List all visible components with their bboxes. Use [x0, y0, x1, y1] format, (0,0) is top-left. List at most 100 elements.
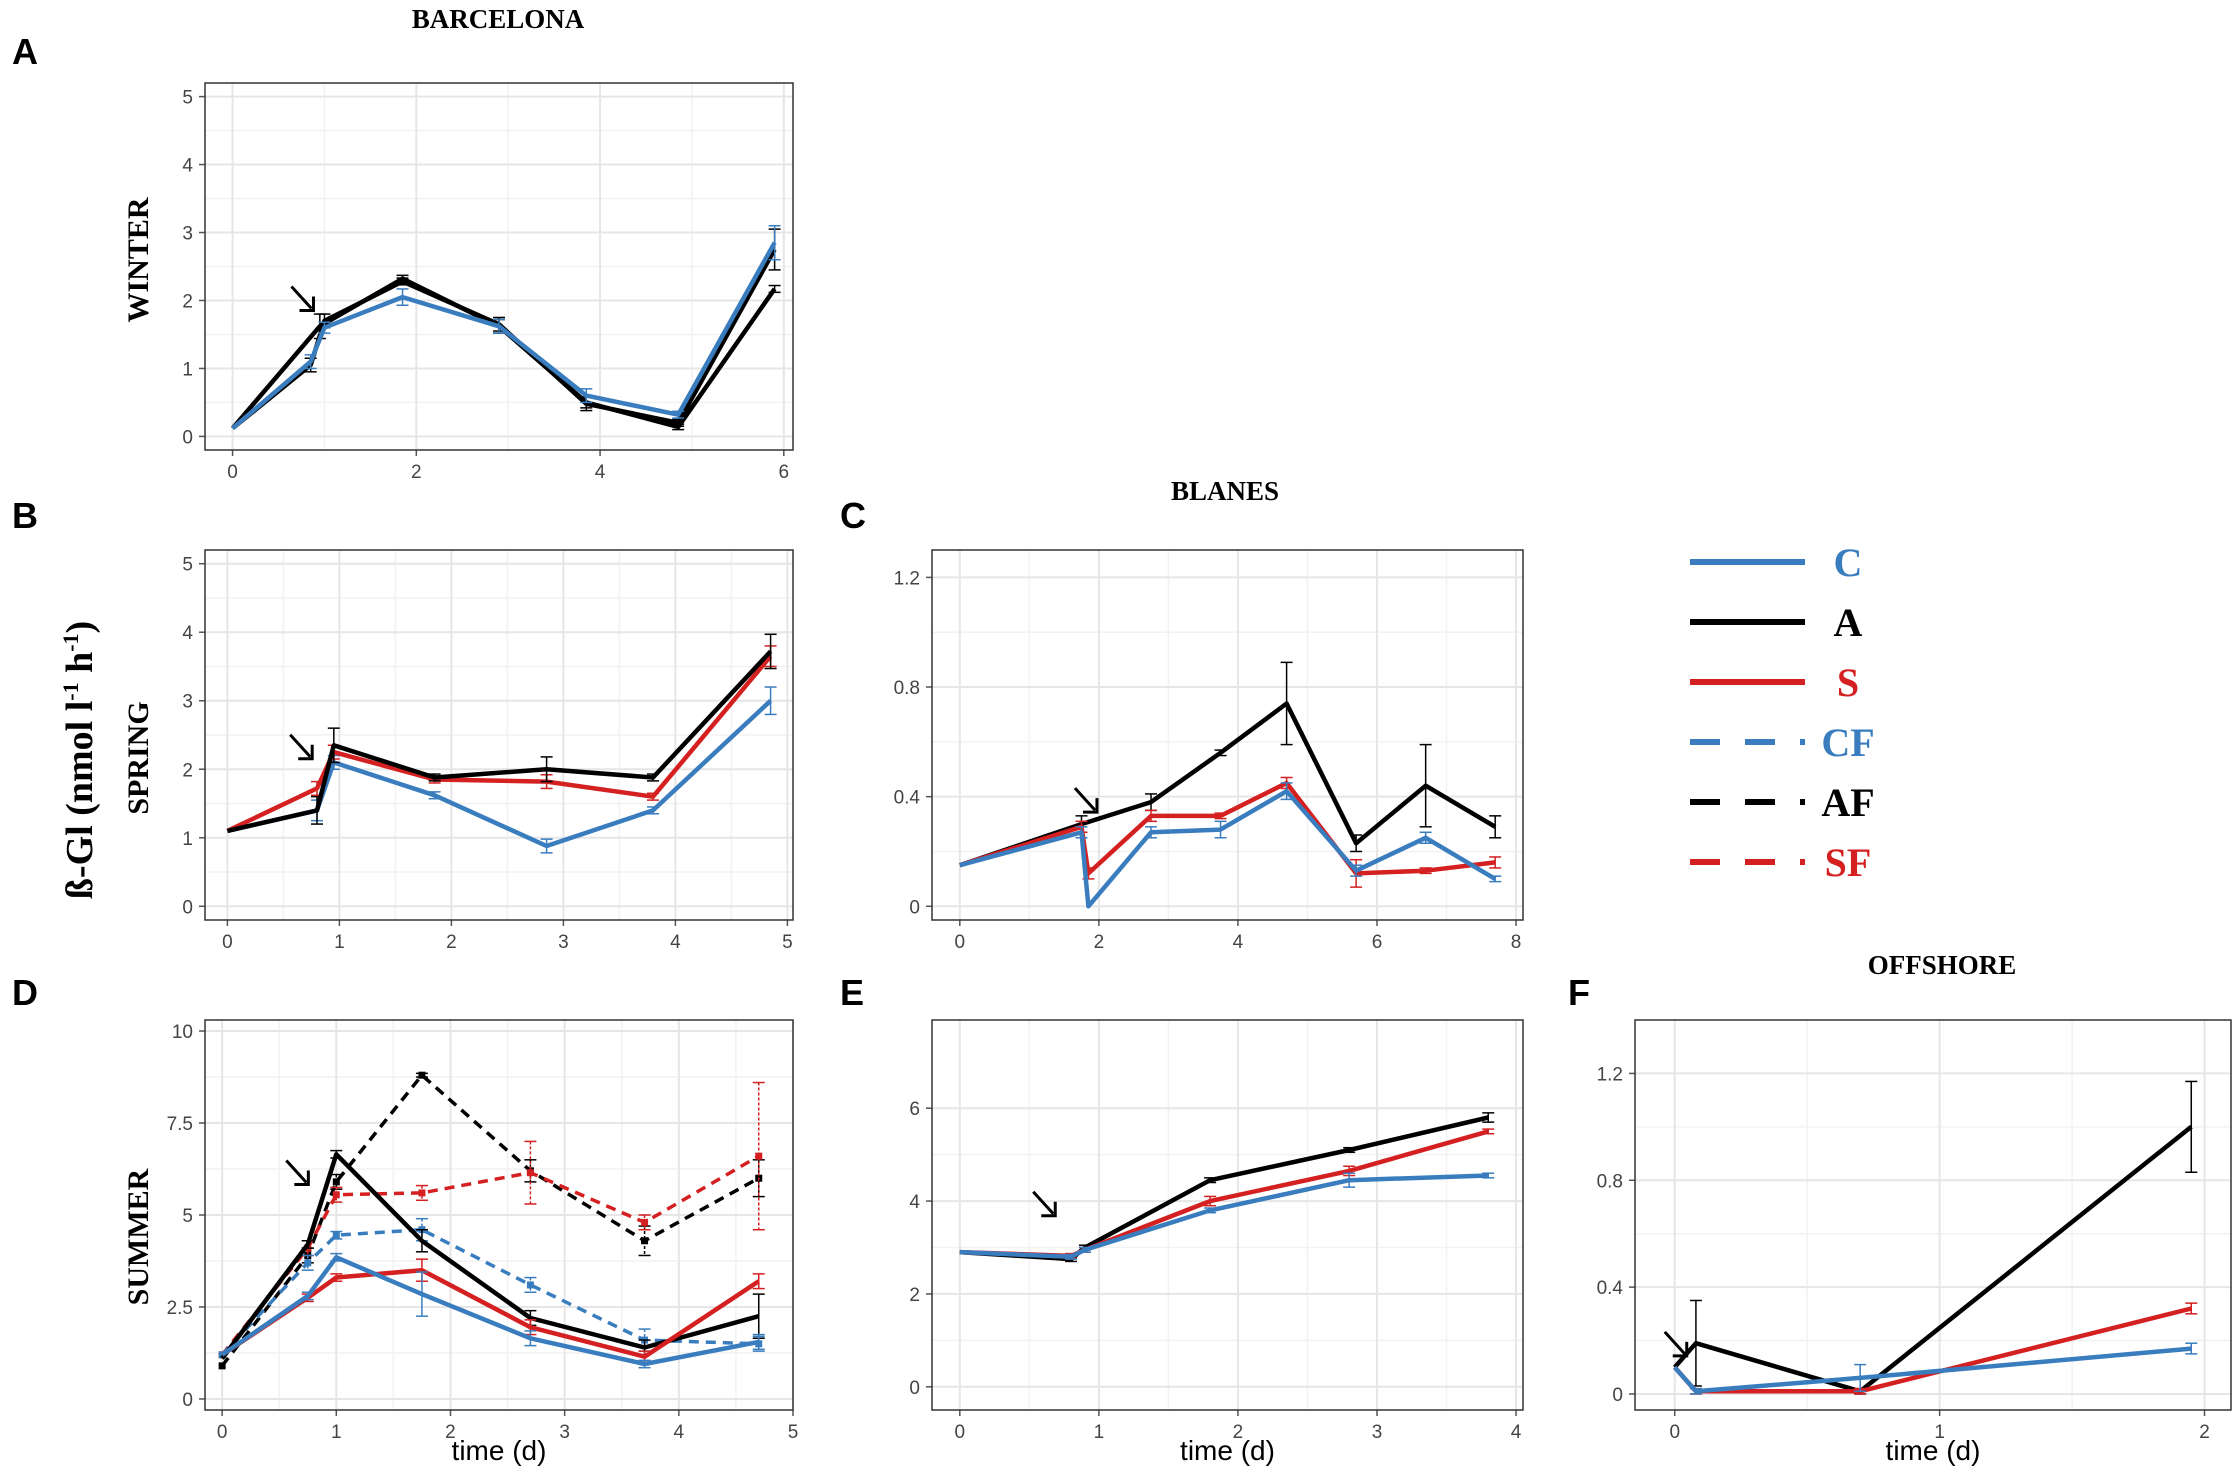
series-a [959, 661, 1502, 868]
legend-label: C [1834, 540, 1863, 585]
series-line [959, 701, 1497, 868]
x-tick-label: 0 [227, 462, 238, 483]
series-c [1673, 1342, 2198, 1395]
x-tick-label: 2 [446, 932, 457, 953]
plot-background [932, 1020, 1523, 1410]
x-tick-label: 3 [558, 932, 569, 953]
x-tick-label: 0 [217, 1422, 228, 1443]
legend-label: SF [1825, 840, 1872, 885]
data-point [332, 1178, 340, 1186]
x-tick-label: 2 [2199, 1422, 2210, 1443]
plot-frame [931, 1019, 1524, 1411]
x-tick-label: 8 [1511, 932, 1522, 953]
legend-item-c: C [1690, 540, 1862, 585]
x-tick-label: 1 [1934, 1422, 1945, 1443]
y-tick-label: 5 [182, 1206, 193, 1227]
x-tick-label: 2 [445, 1422, 456, 1443]
legend: CAS CF AF SF [1690, 540, 1875, 885]
x-tick-label: 6 [1372, 932, 1383, 953]
y-tick-label: 4 [182, 156, 193, 177]
plot-frame [204, 549, 794, 921]
x-tick-label: 2 [1094, 932, 1105, 953]
y-tick-label: 1 [182, 829, 193, 850]
plot-frame [931, 549, 1524, 921]
y-tick-label: 2.5 [167, 1298, 193, 1319]
panel-letter: E [840, 972, 864, 1013]
y-tick-label: 6 [909, 1099, 920, 1120]
data-point [526, 1169, 534, 1177]
y-tick-label: 0.8 [894, 678, 920, 699]
panel-f: F 0 1 2 0 0.4 0.8 1.2 time (d) [1568, 972, 2232, 1466]
x-tick-label: 0 [955, 1422, 966, 1443]
x-tick-label: 4 [1511, 1422, 1522, 1443]
x-axis-label: time (d) [1886, 1435, 1981, 1466]
site-header-barcelona: BARCELONA [412, 4, 585, 34]
panel-c: C 0 2 4 6 8 0 0.4 0.8 1.2 [840, 495, 1524, 953]
y-tick-label: 2 [909, 1285, 920, 1306]
arrow-icon [290, 285, 315, 312]
y-tick-label: 0.4 [894, 788, 921, 809]
legend-item-sf: SF [1690, 840, 1871, 885]
legend-item-cf: CF [1690, 720, 1875, 765]
panel-letter: F [1568, 972, 1590, 1013]
y-tick-label: 1.2 [1597, 1064, 1623, 1085]
y-tick-label: 3 [182, 224, 193, 245]
data-point [332, 1191, 340, 1199]
x-tick-label: 4 [674, 1422, 685, 1443]
season-label-winter: WINTER [122, 197, 155, 322]
x-tick-label: 4 [1233, 932, 1244, 953]
x-axis-label: time (d) [1180, 1435, 1275, 1466]
legend-item-a: A [1690, 600, 1863, 645]
y-tick-label: 7.5 [167, 1114, 193, 1135]
y-tick-label: 0.4 [1597, 1278, 1624, 1299]
y-tick-label: 1 [182, 359, 193, 380]
y-tick-label: 0 [182, 897, 193, 918]
plot-background [1635, 1020, 2231, 1410]
plot-frame [204, 82, 794, 451]
panel-letter: A [12, 31, 38, 72]
data-point [418, 1071, 426, 1079]
data-point [218, 1362, 226, 1370]
season-label-summer: SUMMER [122, 1168, 155, 1305]
data-point [755, 1152, 763, 1160]
x-tick-label: 5 [788, 1422, 799, 1443]
legend-item-af: AF [1690, 780, 1875, 825]
plot-frame [204, 1019, 794, 1411]
y-tick-label: 4 [182, 623, 193, 644]
y-tick-label: 3 [182, 692, 193, 713]
x-tick-label: 2 [411, 462, 422, 483]
x-tick-label: 5 [782, 932, 793, 953]
series-line [959, 1173, 1489, 1260]
data-point [304, 1259, 312, 1267]
data-point [641, 1218, 649, 1226]
panels-group: A 0 2 4 6 0 1 2 3 4 5 B 0 1 2 3 4 5 0 1 2 3 4 5 C 0 2 4 6 8 0 0.4 0.8 1.2… [12, 31, 2232, 1466]
panel-a: A 0 2 4 6 0 1 2 3 4 5 [12, 31, 794, 483]
data-point [526, 1281, 534, 1289]
series-a [220, 1149, 765, 1360]
arrow-icon [1663, 1330, 1689, 1358]
y-tick-label: 2 [182, 291, 193, 312]
panel-letter: B [12, 495, 38, 536]
series-c [959, 1172, 1495, 1260]
x-tick-label: 4 [670, 932, 681, 953]
legend-label: A [1834, 600, 1863, 645]
legend-item-s: S [1690, 660, 1859, 705]
x-tick-label: 0 [1669, 1422, 1680, 1443]
panel-e: E 0 1 2 3 4 0 2 4 6 time (d) [840, 972, 1524, 1466]
legend-label: CF [1821, 720, 1874, 765]
y-tick-label: 0 [1612, 1385, 1623, 1406]
x-tick-label: 2 [1233, 1422, 1244, 1443]
x-tick-label: 4 [595, 462, 606, 483]
series-c [231, 224, 781, 431]
series-line [1673, 1346, 2192, 1394]
arrow-icon [1032, 1190, 1057, 1218]
panel-b: B 0 1 2 3 4 5 0 1 2 3 4 5 [12, 495, 794, 953]
y-tick-label: 0.8 [1597, 1171, 1623, 1192]
data-point [418, 1189, 426, 1197]
legend-label: AF [1821, 780, 1874, 825]
x-tick-label: 1 [331, 1422, 342, 1443]
x-tick-label: 6 [779, 462, 790, 483]
series-a [226, 633, 777, 834]
arrow-icon [289, 733, 314, 761]
series-line [231, 241, 777, 431]
